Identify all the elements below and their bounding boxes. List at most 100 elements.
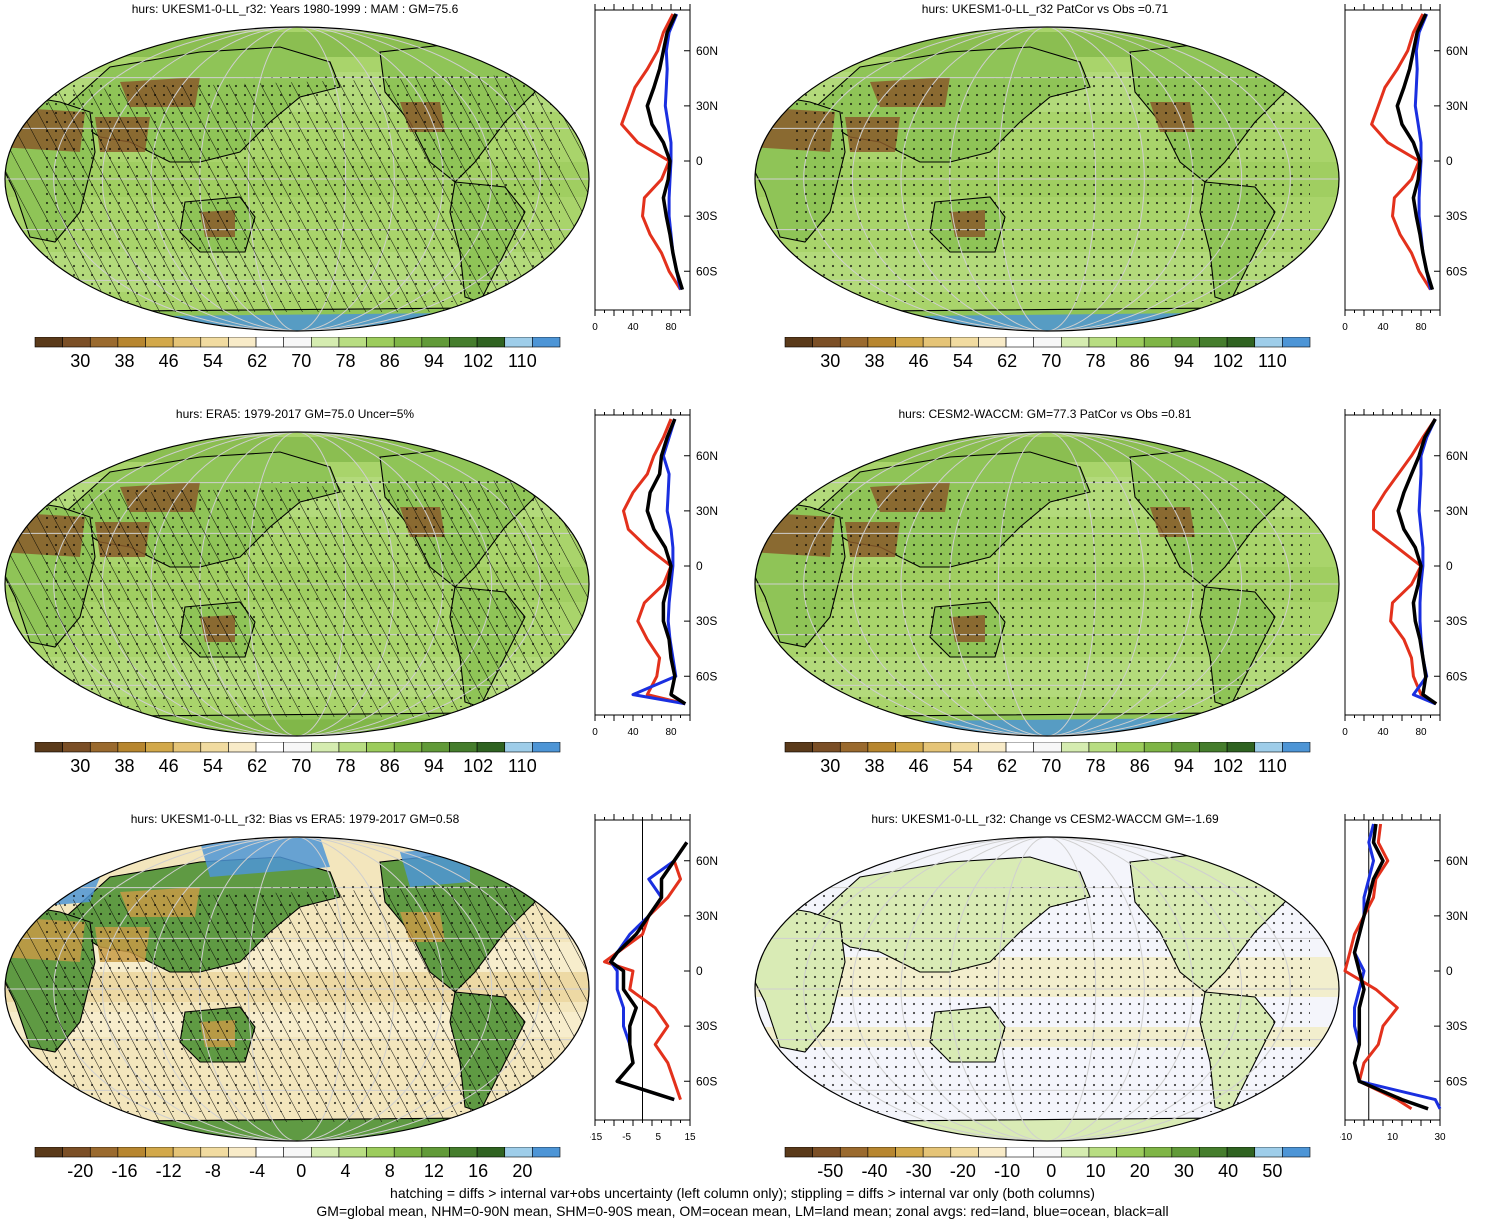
colorbar-tick-label: 110 bbox=[1258, 351, 1287, 371]
y-tick-label: 30N bbox=[696, 504, 718, 518]
colorbar-cell bbox=[922, 742, 952, 753]
colorbar-cell bbox=[867, 337, 896, 348]
colorbar-cell bbox=[978, 337, 1007, 348]
colorbar-cell bbox=[1143, 1147, 1173, 1158]
colorbar bbox=[34, 742, 561, 753]
map-border bbox=[4, 26, 590, 332]
colorbar-cell bbox=[867, 742, 896, 753]
y-tick-label: 60S bbox=[1446, 669, 1467, 683]
colorbar-tick-label: 20 bbox=[512, 1161, 533, 1181]
colorbar-cell bbox=[1199, 742, 1228, 753]
colorbar-cell bbox=[200, 337, 229, 348]
colorbar-cell bbox=[421, 742, 450, 753]
x-tick-label: 40 bbox=[627, 727, 639, 738]
colorbar-tick-label: 46 bbox=[158, 351, 179, 371]
colorbar-tick-label: 0 bbox=[296, 1161, 307, 1181]
x-tick-label: 15 bbox=[684, 1132, 696, 1143]
y-tick-label: 60N bbox=[1446, 44, 1468, 58]
colorbar-tick-label: 30 bbox=[70, 351, 91, 371]
colorbar-cell bbox=[393, 742, 423, 753]
colorbar bbox=[784, 337, 1311, 348]
chart-panel-6: hurs: UKESM1-0-LL_r32: Change vs CESM2-W… bbox=[750, 810, 1485, 1210]
colorbar-tick-label: 38 bbox=[114, 756, 135, 776]
colorbar-cell bbox=[62, 1147, 91, 1158]
colorbar-cell bbox=[89, 1147, 119, 1158]
colorbar-tick-label: 86 bbox=[1129, 756, 1150, 776]
colorbar-cell bbox=[784, 337, 813, 348]
colorbar-cell bbox=[1282, 337, 1311, 348]
colorbar-tick-label: 78 bbox=[1085, 756, 1106, 776]
continent-greenland bbox=[458, 27, 531, 53]
y-tick-label: 0 bbox=[1446, 964, 1453, 978]
colorbar-tick-label: 46 bbox=[908, 351, 929, 371]
footer-line-1: hatching = diffs > internal var+obs unce… bbox=[390, 1185, 1095, 1201]
colorbar-tick-label: 94 bbox=[1173, 351, 1194, 371]
y-tick-label: 30S bbox=[1446, 614, 1467, 628]
colorbar-tick-label: 78 bbox=[335, 756, 356, 776]
y-tick-label: 60N bbox=[696, 44, 718, 58]
colorbar-cell bbox=[1254, 337, 1283, 348]
colorbar-cell bbox=[283, 337, 312, 348]
colorbar-tick-label: 40 bbox=[1218, 1161, 1239, 1181]
colorbar-cell bbox=[34, 1147, 63, 1158]
colorbar-cell bbox=[812, 742, 841, 753]
colorbar-cell bbox=[1116, 742, 1145, 753]
colorbar-cell bbox=[421, 1147, 450, 1158]
colorbar-tick-label: -8 bbox=[204, 1161, 221, 1181]
colorbar-tick-label: -40 bbox=[861, 1161, 888, 1181]
x-tick-label: 5 bbox=[656, 1132, 662, 1143]
colorbar-tick-label: 30 bbox=[1173, 1161, 1194, 1181]
zonal-unit-label: % bbox=[638, 812, 646, 814]
colorbar-tick-label: 30 bbox=[820, 756, 841, 776]
colorbar-cell bbox=[449, 742, 478, 753]
colorbar-tick-label: 62 bbox=[997, 756, 1018, 776]
wet-bias-north-blue bbox=[200, 837, 330, 877]
colorbar-cell bbox=[978, 1147, 1007, 1158]
colorbar bbox=[34, 1147, 561, 1158]
colorbar bbox=[34, 337, 561, 348]
colorbar-cell bbox=[393, 337, 423, 348]
colorbar-cell bbox=[476, 337, 506, 348]
colorbar-cell bbox=[1088, 742, 1117, 753]
y-tick-label: 30N bbox=[1446, 909, 1468, 923]
continent-greenland bbox=[458, 432, 531, 458]
x-tick-label: 0 bbox=[1342, 727, 1348, 738]
colorbar-cell bbox=[504, 1147, 533, 1158]
x-tick-label: 80 bbox=[1415, 322, 1427, 333]
x-tick-label: -5 bbox=[622, 1132, 631, 1143]
chart-panel-3: hurs: ERA5: 1979-2017 GM=75.0 Uncer=5%% 6… bbox=[0, 405, 735, 805]
colorbar-cell bbox=[895, 1147, 924, 1158]
colorbar-cell bbox=[1061, 742, 1090, 753]
colorbar-tick-label: 20 bbox=[1129, 1161, 1150, 1181]
zonal-mean-plot: % 60N 30N 0 30S 60S -10 10 30 bbox=[1340, 812, 1468, 1143]
colorbar-tick-label: 102 bbox=[463, 756, 494, 776]
colorbar-tick-label: 70 bbox=[291, 756, 312, 776]
map-title: hurs: CESM2-WACCM: GM=77.3 PatCor vs Obs… bbox=[898, 407, 1192, 421]
colorbar-cell bbox=[532, 337, 561, 348]
colorbar-tick-label: 62 bbox=[247, 351, 268, 371]
colorbar-cell bbox=[1254, 742, 1283, 753]
continent-greenland bbox=[458, 837, 531, 863]
zonal-series-land bbox=[620, 13, 682, 291]
colorbar-cell bbox=[145, 1147, 174, 1158]
chart-panel-2: hurs: UKESM1-0-LL_r32 PatCor vs Obs =0.7… bbox=[750, 0, 1485, 400]
y-tick-label: 30N bbox=[1446, 504, 1468, 518]
colorbar-cell bbox=[895, 742, 924, 753]
map-projection bbox=[754, 836, 1340, 1142]
y-tick-label: 60N bbox=[1446, 449, 1468, 463]
colorbar-tick-label: -12 bbox=[155, 1161, 182, 1181]
colorbar-cell bbox=[1171, 337, 1200, 348]
colorbar-cell bbox=[839, 337, 869, 348]
colorbar-cell bbox=[311, 742, 340, 753]
colorbar-cell bbox=[393, 1147, 423, 1158]
colorbar-cell bbox=[1061, 1147, 1090, 1158]
colorbar-tick-label: 78 bbox=[335, 351, 356, 371]
map-projection bbox=[754, 431, 1340, 737]
colorbar-cell bbox=[172, 1147, 202, 1158]
colorbar-cell bbox=[867, 1147, 896, 1158]
map-border bbox=[4, 431, 590, 737]
y-tick-label: 30S bbox=[1446, 209, 1467, 223]
colorbar-cell bbox=[1005, 742, 1034, 753]
colorbar-tick-label: 102 bbox=[1213, 351, 1244, 371]
colorbar-cell bbox=[532, 742, 561, 753]
